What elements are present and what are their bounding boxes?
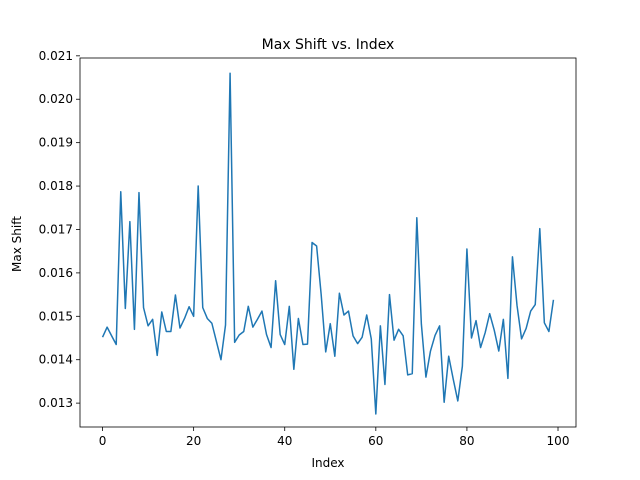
x-tick-label: 80 bbox=[459, 434, 474, 448]
plot-area bbox=[79, 57, 577, 428]
chart-title: Max Shift vs. Index bbox=[262, 37, 395, 53]
series-line bbox=[101, 72, 555, 415]
y-tick-label: 0.013 bbox=[39, 396, 73, 410]
y-tick-label: 0.019 bbox=[39, 136, 73, 150]
y-tick-label: 0.017 bbox=[39, 222, 73, 236]
x-tick-label: 20 bbox=[186, 434, 201, 448]
y-tick-label: 0.020 bbox=[39, 92, 73, 106]
x-axis: 0 20 40 60 80 100 bbox=[99, 427, 570, 448]
axes-frame bbox=[79, 57, 577, 428]
y-tick-label: 0.015 bbox=[39, 309, 73, 323]
y-tick-label: 0.016 bbox=[39, 266, 73, 280]
x-tick-label: 100 bbox=[547, 434, 570, 448]
y-tick-label: 0.018 bbox=[39, 179, 73, 193]
y-tick-label: 0.014 bbox=[39, 353, 73, 367]
y-tick-label: 0.021 bbox=[39, 49, 73, 63]
y-axis: 0.013 0.014 0.015 0.016 0.017 0.018 0.019 0.020… bbox=[39, 49, 80, 410]
x-tick-label: 0 bbox=[99, 434, 107, 448]
x-axis-label: Index bbox=[311, 456, 344, 470]
y-axis-label: Max Shift bbox=[10, 216, 24, 272]
x-tick-label: 60 bbox=[368, 434, 383, 448]
x-tick-label: 40 bbox=[277, 434, 292, 448]
